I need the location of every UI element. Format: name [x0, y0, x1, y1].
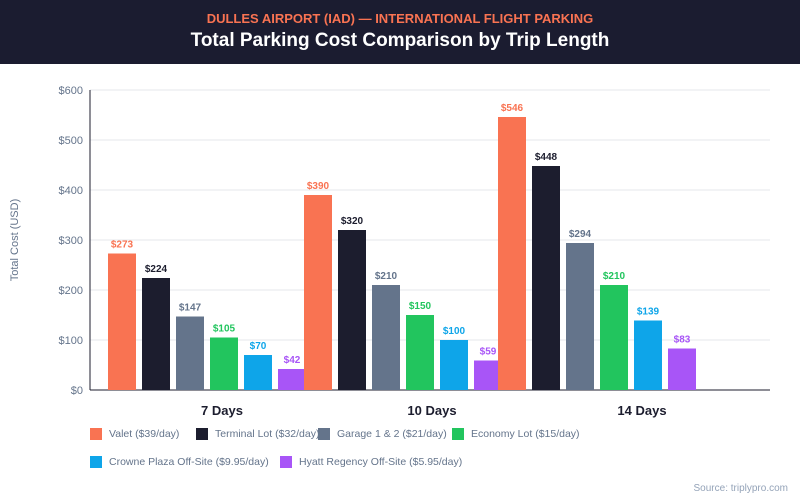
- bar: [210, 337, 238, 390]
- legend-item: Hyatt Regency Off-Site ($5.95/day): [280, 456, 462, 468]
- y-tick-label: $100: [59, 335, 83, 347]
- bar: [532, 166, 560, 390]
- legend-swatch: [90, 428, 102, 440]
- y-tick-label: $500: [59, 135, 83, 147]
- x-tick-label: 14 Days: [617, 403, 666, 418]
- bar: [440, 340, 468, 390]
- bar: [338, 230, 366, 390]
- y-tick-label: $200: [59, 285, 83, 297]
- bar-value-label: $273: [111, 240, 134, 251]
- bar-value-label: $70: [250, 341, 267, 352]
- y-tick-label: $600: [59, 85, 83, 97]
- bar: [372, 285, 400, 390]
- legend-item: Crowne Plaza Off-Site ($9.95/day): [90, 456, 269, 468]
- legend-item: Valet ($39/day): [90, 428, 179, 440]
- legend-label: Garage 1 & 2 ($21/day): [337, 428, 447, 440]
- bar-value-label: $390: [307, 181, 330, 192]
- bar-value-label: $59: [480, 347, 497, 358]
- bar: [304, 195, 332, 390]
- bar-value-label: $139: [637, 307, 660, 318]
- y-tick-label: $300: [59, 235, 83, 247]
- bar-value-label: $147: [179, 303, 202, 314]
- bar-value-label: $150: [409, 301, 432, 312]
- bar-value-label: $546: [501, 103, 524, 114]
- bar: [600, 285, 628, 390]
- x-tick-label: 7 Days: [201, 403, 243, 418]
- bar: [278, 369, 306, 390]
- bar-value-label: $100: [443, 326, 466, 337]
- bar: [668, 348, 696, 390]
- bar: [566, 243, 594, 390]
- chart-subtitle: DULLES AIRPORT (IAD) — INTERNATIONAL FLI…: [206, 11, 594, 26]
- bar: [498, 117, 526, 390]
- chart-header: DULLES AIRPORT (IAD) — INTERNATIONAL FLI…: [0, 0, 800, 64]
- bar: [244, 355, 272, 390]
- legend-label: Valet ($39/day): [109, 428, 180, 440]
- legend-item: Terminal Lot ($32/day): [196, 428, 319, 440]
- legend-item: Economy Lot ($15/day): [452, 428, 580, 440]
- legend-swatch: [90, 456, 102, 468]
- y-tick-label: $400: [59, 185, 83, 197]
- legend-item: Garage 1 & 2 ($21/day): [318, 428, 447, 440]
- legend-label: Economy Lot ($15/day): [471, 428, 580, 440]
- bar-value-label: $105: [213, 324, 236, 335]
- source-note: Source: triplypro.com: [693, 483, 788, 494]
- bar: [406, 315, 434, 390]
- bar: [634, 320, 662, 390]
- legend-swatch: [280, 456, 292, 468]
- y-tick-label: $0: [71, 385, 83, 397]
- legend-swatch: [318, 428, 330, 440]
- bar-value-label: $42: [284, 355, 301, 366]
- legend-label: Crowne Plaza Off-Site ($9.95/day): [109, 456, 269, 468]
- chart-title: Total Parking Cost Comparison by Trip Le…: [190, 30, 610, 51]
- bar: [108, 253, 136, 390]
- legend-label: Hyatt Regency Off-Site ($5.95/day): [299, 456, 463, 468]
- bar-value-label: $210: [603, 271, 626, 282]
- y-axis-label: Total Cost (USD): [9, 199, 21, 282]
- legend-swatch: [196, 428, 208, 440]
- x-tick-label: 10 Days: [407, 403, 456, 418]
- bar-value-label: $224: [145, 264, 168, 275]
- bar: [176, 316, 204, 390]
- bar: [142, 278, 170, 390]
- bar-value-label: $448: [535, 152, 558, 163]
- bar-value-label: $83: [674, 335, 691, 346]
- bar-value-label: $210: [375, 271, 398, 282]
- bar: [474, 360, 502, 390]
- bar-value-label: $294: [569, 229, 592, 240]
- bar-value-label: $320: [341, 216, 364, 227]
- legend-label: Terminal Lot ($32/day): [215, 428, 320, 440]
- legend-swatch: [452, 428, 464, 440]
